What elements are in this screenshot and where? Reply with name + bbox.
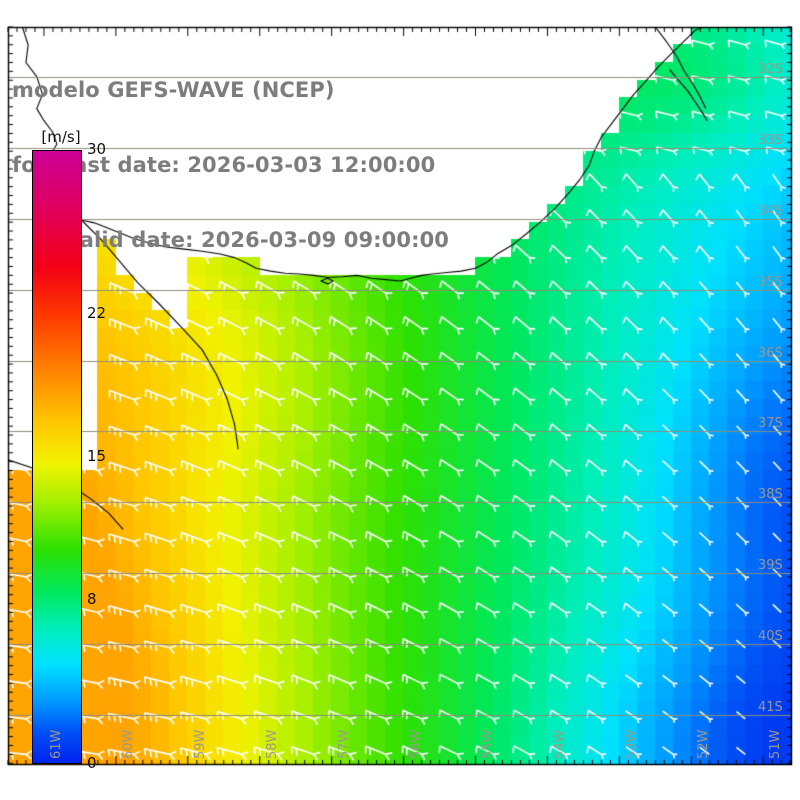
lon-label-60W: 60W xyxy=(120,729,136,759)
lon-label-54W: 54W xyxy=(552,729,568,759)
lat-label-35S: 35S xyxy=(758,274,783,290)
lat-label-34S: 34S xyxy=(758,203,783,219)
colorbar-tick-22: 22 xyxy=(87,303,107,322)
lon-label-52W: 52W xyxy=(696,729,712,759)
lon-label-55W: 55W xyxy=(480,729,496,759)
lon-label-58W: 58W xyxy=(264,729,280,759)
lon-label-59W: 59W xyxy=(192,729,208,759)
colorbar-tick-8: 8 xyxy=(87,590,97,609)
lat-label-38S: 38S xyxy=(758,487,783,503)
lat-label-32S: 32S xyxy=(758,61,783,77)
colorbar-gradient xyxy=(32,150,82,764)
colorbar-unit-label: [m/s] xyxy=(41,128,81,146)
colorbar-legend: [m/s] 30 22 15 8 0 xyxy=(27,128,127,778)
lat-label-41S: 41S xyxy=(758,700,783,716)
lat-label-36S: 36S xyxy=(758,345,783,361)
lat-label-39S: 39S xyxy=(758,558,783,574)
model-title: modelo GEFS-WAVE (NCEP) xyxy=(12,78,335,102)
lat-label-37S: 37S xyxy=(758,416,783,432)
lat-label-33S: 33S xyxy=(758,132,783,148)
lon-label-51W: 51W xyxy=(768,729,784,759)
lon-label-57W: 57W xyxy=(336,729,352,759)
lon-label-61W: 61W xyxy=(48,729,64,759)
lon-label-53W: 53W xyxy=(624,729,640,759)
colorbar-tick-15: 15 xyxy=(87,447,107,465)
colorbar-tick-30: 30 xyxy=(87,140,107,158)
lon-label-56W: 56W xyxy=(408,729,424,759)
colorbar-tick-0: 0 xyxy=(87,754,97,772)
lat-label-40S: 40S xyxy=(758,629,783,645)
valid-date-label: valid date: 2026-03-09 09:00:00 xyxy=(66,228,449,252)
